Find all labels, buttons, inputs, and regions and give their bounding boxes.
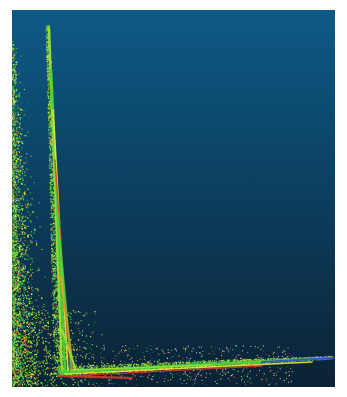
point-cloud-scene[interactable] (12, 10, 335, 387)
point-cloud-surfaces (47, 26, 335, 380)
point-cloud-viewport[interactable] (12, 10, 335, 387)
